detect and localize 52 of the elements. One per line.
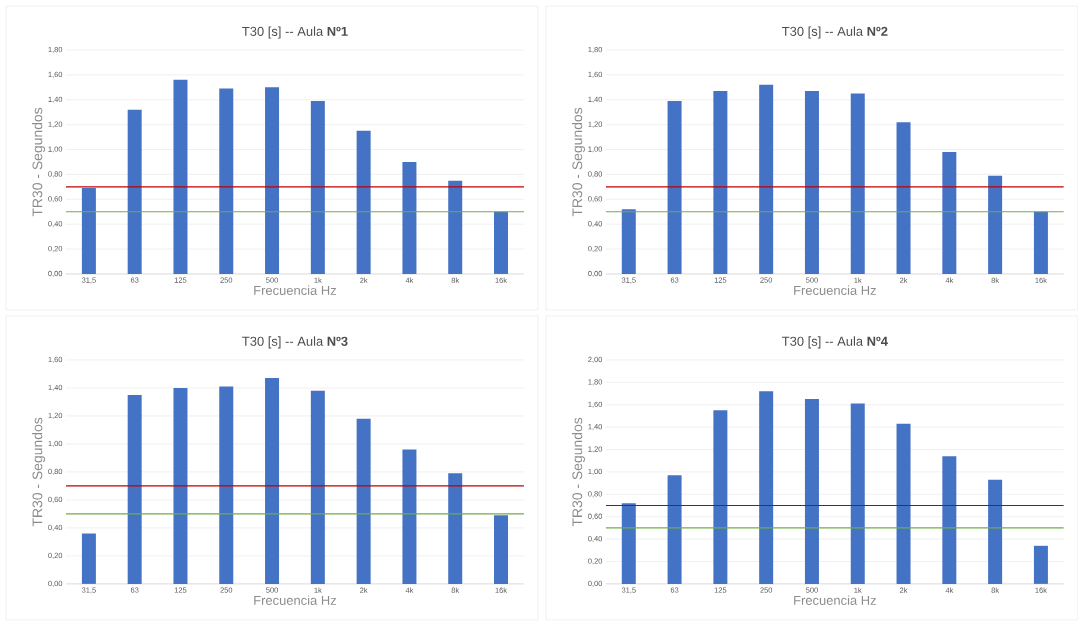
bar	[713, 410, 728, 584]
bar	[621, 503, 636, 584]
bar	[850, 403, 865, 584]
bar	[667, 475, 682, 584]
bar	[988, 479, 1003, 584]
y-axis-title: TR30 - Segundos	[32, 417, 46, 527]
bar	[942, 152, 957, 274]
bar	[988, 175, 1003, 274]
bar	[219, 386, 234, 584]
bar	[310, 390, 325, 584]
bar	[942, 456, 957, 584]
x-axis-title: Frecuencia Hz	[254, 595, 337, 605]
bar	[356, 418, 371, 584]
bar	[81, 188, 96, 274]
bar	[173, 387, 188, 584]
y-axis-title: TR30 - Segundos	[571, 417, 585, 527]
bar	[265, 87, 280, 274]
bar	[1033, 211, 1048, 274]
bar	[759, 84, 774, 274]
bar	[850, 93, 865, 274]
chart-title: T30 [s] -- Aula Nº1	[242, 26, 348, 39]
y-axis-title: TR30 - Segundos	[571, 107, 585, 217]
bar	[804, 91, 819, 274]
bar	[804, 399, 819, 584]
bar	[494, 211, 509, 274]
chart-title: T30 [s] -- Aula Nº3	[242, 336, 348, 349]
bar	[494, 515, 509, 584]
bar	[667, 101, 682, 274]
bar	[127, 394, 142, 584]
bar	[219, 88, 234, 274]
bar	[713, 91, 728, 274]
bar	[1033, 545, 1048, 584]
y-axis-title: TR30 - Segundos	[32, 107, 46, 217]
bar	[402, 449, 417, 584]
bar	[759, 391, 774, 584]
x-axis-title: Frecuencia Hz	[254, 285, 337, 296]
bar	[402, 162, 417, 274]
x-axis-title: Frecuencia Hz	[794, 285, 876, 296]
bar	[310, 101, 325, 274]
bar	[127, 109, 142, 274]
bar	[896, 423, 911, 584]
bar	[265, 378, 280, 584]
bar	[173, 79, 188, 274]
bar	[81, 533, 96, 584]
bar	[448, 180, 463, 274]
bar	[621, 209, 636, 274]
chart-title: T30 [s] -- Aula Nº4	[782, 336, 888, 349]
x-axis-title: Frecuencia Hz	[794, 595, 876, 605]
bar	[356, 130, 371, 274]
bar	[896, 122, 911, 274]
chart-title: T30 [s] -- Aula Nº2	[782, 26, 888, 39]
bar	[448, 473, 463, 584]
